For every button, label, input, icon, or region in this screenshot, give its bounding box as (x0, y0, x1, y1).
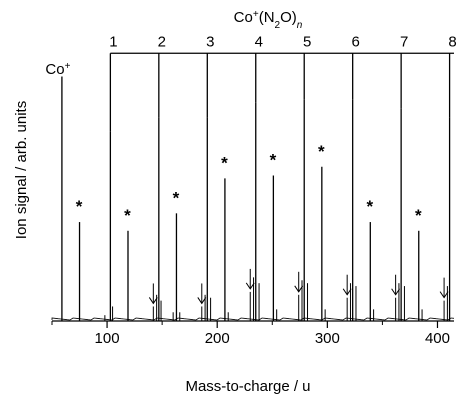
x-axis-label: Mass-to-charge / u (185, 378, 310, 395)
y-axis-label: Ion signal / arb. units (13, 101, 30, 239)
baseline-trace (51, 317, 455, 321)
chart-title: Co+(N2O)n (234, 9, 303, 31)
x-tick-label: 100 (95, 330, 120, 347)
arrow-head (148, 297, 158, 305)
arrow-head (439, 291, 449, 299)
arrow-head (342, 288, 352, 296)
x-tick-label: 300 (315, 330, 340, 347)
cluster-size-label: 5 (303, 33, 311, 50)
arrow-head (294, 285, 304, 293)
asterisk-label: * (173, 188, 180, 207)
title-close: O) (280, 9, 297, 26)
arrow-head (391, 288, 401, 296)
x-axis-ticks: 100 200 300 400 (51, 321, 450, 347)
asterisk-label: * (318, 142, 325, 161)
asterisk-label: * (366, 197, 373, 216)
cluster-size-label: 6 (352, 33, 360, 50)
asterisk-label: * (221, 153, 228, 172)
title-sub: 2 (275, 20, 281, 31)
asterisk-label: * (124, 206, 131, 225)
cluster-size-label: 2 (158, 33, 166, 50)
co-plus-label: Co+ (45, 61, 70, 79)
title-open: (N (259, 9, 275, 26)
cluster-size-label: 1 (109, 33, 117, 50)
asterisk-label: * (270, 151, 277, 170)
plot-area (51, 76, 455, 321)
asterisk-label: * (415, 206, 422, 225)
cluster-size-label: 8 (448, 33, 456, 50)
asterisk-label: * (76, 197, 83, 216)
cluster-size-label: 4 (255, 33, 263, 50)
co-plus-charge: + (65, 61, 71, 72)
annotations: Co+ * 1 * 2 * 3 * 4 * 5 * 6 * 7 * 8 (45, 33, 457, 305)
title-charge: + (253, 9, 259, 20)
title-n: n (297, 20, 303, 31)
title-base: Co (234, 9, 253, 26)
x-tick-label: 200 (205, 330, 230, 347)
cluster-size-label: 3 (206, 33, 214, 50)
cluster-size-label: 7 (400, 33, 408, 50)
arrow-head (197, 297, 207, 305)
arrow-head (245, 282, 255, 290)
x-tick-label: 400 (425, 330, 450, 347)
